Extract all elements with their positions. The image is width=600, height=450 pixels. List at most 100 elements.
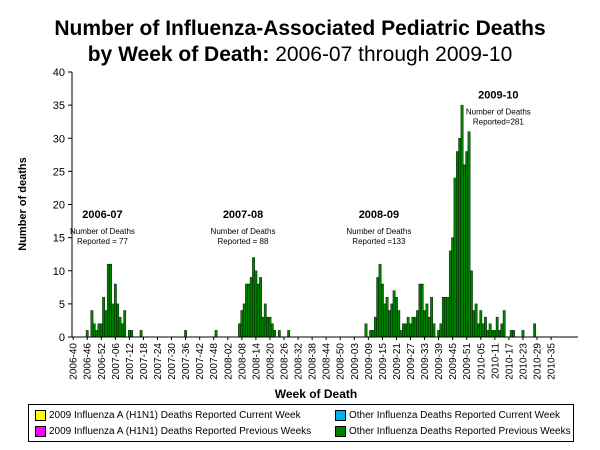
annotation-season: 2006-07	[82, 209, 122, 221]
bar	[390, 303, 394, 338]
x-tick-label: 2007-24	[153, 343, 164, 380]
bar	[458, 138, 462, 338]
bar	[85, 330, 89, 338]
bar	[448, 250, 452, 338]
bar	[214, 330, 218, 338]
y-tick-label: 5	[59, 299, 65, 311]
bar	[254, 270, 258, 338]
x-tick-label: 2009-39	[434, 343, 445, 380]
x-tick-label: 2009-03	[350, 343, 361, 380]
x-tick-label: 2007-18	[139, 343, 150, 380]
bar	[256, 283, 260, 338]
legend-label: Other Influenza Deaths Reported Previous…	[349, 426, 571, 437]
bar	[95, 330, 98, 338]
bars	[85, 104, 537, 338]
legend-label: Other Influenza Deaths Reported Current …	[349, 410, 561, 421]
bar	[418, 283, 422, 338]
x-tick-label: 2009-27	[406, 343, 417, 380]
y-tick-label: 10	[53, 266, 65, 278]
legend: 2009 Influenza A (H1N1) Deaths Reported …	[28, 404, 574, 442]
y-tick-label: 25	[53, 166, 65, 178]
bar	[378, 263, 382, 338]
bar	[500, 323, 504, 338]
bar	[479, 310, 483, 338]
bar	[383, 303, 387, 338]
annotation-line1: Number of Deaths	[211, 227, 276, 236]
x-tick-label: 2010-35	[547, 343, 558, 380]
y-tick-label: 35	[53, 100, 65, 112]
x-tick-label: 2007-30	[167, 343, 178, 380]
bar	[184, 330, 187, 338]
bar	[371, 330, 375, 338]
x-tick-label: 2009-09	[364, 343, 375, 380]
annotation-line1: Number of Deaths	[70, 227, 135, 236]
legend-item: 2009 Influenza A (H1N1) Deaths Reported …	[35, 410, 301, 421]
bar	[437, 330, 440, 338]
x-tick-label: 2008-32	[294, 343, 305, 380]
title-line-1: Number of Influenza-Associated Pediatric…	[54, 17, 546, 40]
bar	[238, 323, 241, 338]
x-tick-label: 2008-44	[322, 343, 333, 380]
y-tick-label: 15	[53, 233, 65, 245]
annotation-line2: Reported=281	[473, 118, 524, 127]
legend-swatch	[335, 410, 346, 421]
x-tick-label: 2007-48	[209, 343, 220, 380]
bar	[287, 330, 291, 338]
chart-title: Number of Influenza-Associated Pediatric…	[0, 16, 600, 68]
x-tick-label: 2009-45	[448, 343, 459, 380]
y-tick-label: 0	[59, 332, 65, 344]
x-tick-label: 2008-20	[265, 343, 276, 380]
legend-label: 2009 Influenza A (H1N1) Deaths Reported …	[49, 410, 301, 421]
y-tick-label: 30	[53, 133, 65, 145]
bar	[409, 323, 412, 338]
bar	[441, 297, 445, 338]
bar	[488, 323, 492, 338]
x-tick-label: 2009-51	[462, 343, 473, 380]
bar	[491, 330, 494, 338]
x-tick-label: 2008-26	[280, 343, 291, 380]
annotation-season: 2007-08	[223, 209, 263, 221]
bar	[533, 323, 537, 338]
x-tick-label: 2009-33	[420, 343, 431, 380]
bar	[139, 330, 143, 338]
bar	[385, 297, 389, 338]
annotation-season: 2008-09	[359, 209, 399, 221]
annotation-line2: Reported =133	[352, 237, 406, 246]
legend-swatch	[335, 426, 346, 437]
y-tick-label: 40	[53, 67, 65, 79]
bar	[404, 323, 408, 338]
bar	[123, 310, 127, 338]
bar	[493, 330, 497, 338]
bar	[432, 323, 436, 338]
x-tick-label: 2006-40	[69, 343, 80, 380]
y-axis: 0 5 10 15 20 25 30 35 40	[53, 67, 73, 344]
bar	[439, 323, 443, 338]
bar	[460, 104, 464, 338]
bar	[486, 330, 490, 338]
bar	[270, 323, 274, 338]
bar	[106, 263, 110, 338]
bar	[240, 310, 244, 338]
bar	[484, 316, 487, 338]
y-axis-label: Number of deaths	[17, 157, 29, 251]
bar	[266, 316, 269, 338]
x-axis: 2006-40 2006-46 2006-52 2007-06 2007-12 2007-…	[69, 336, 578, 380]
bar	[130, 330, 134, 338]
bar	[373, 316, 377, 338]
bar	[120, 323, 124, 338]
legend-label: 2009 Influenza A (H1N1) Deaths Reported …	[49, 426, 312, 437]
bar	[364, 323, 368, 338]
bar	[455, 151, 459, 338]
bar	[444, 297, 448, 338]
bar	[406, 316, 410, 338]
bar	[92, 323, 96, 338]
x-tick-label: 2006-52	[97, 343, 108, 380]
x-tick-label: 2007-42	[195, 343, 206, 380]
x-tick-label: 2010-29	[533, 343, 544, 380]
bar	[261, 316, 265, 338]
bar	[249, 277, 253, 338]
x-tick-label: 2007-36	[181, 343, 192, 380]
bar	[392, 290, 396, 338]
x-tick-label: 2010-23	[518, 343, 529, 380]
